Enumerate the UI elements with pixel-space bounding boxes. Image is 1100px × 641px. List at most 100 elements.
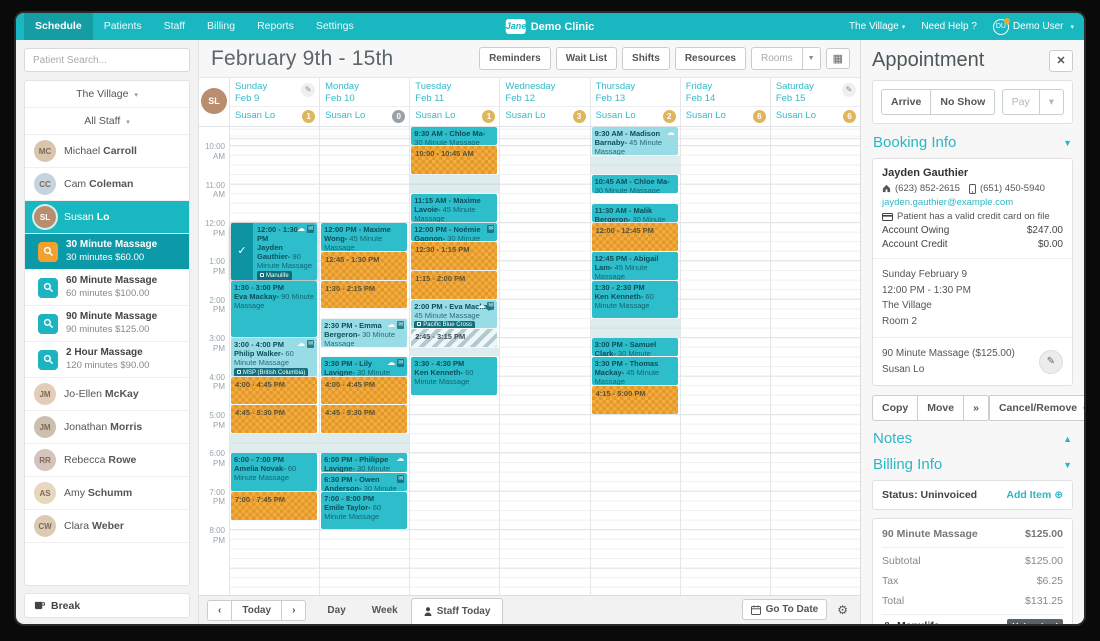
edit-treatment-button[interactable]: ✎ (1039, 349, 1063, 374)
sidebar-staff-michael-carroll[interactable]: MC Michael Carroll (25, 135, 189, 168)
sidebar-staff-clara-weber[interactable]: CW Clara Weber (25, 510, 189, 543)
move-button[interactable]: Move (918, 395, 965, 421)
toolbar-shifts-button[interactable]: Shifts (622, 47, 670, 70)
rooms-button[interactable]: Rooms (750, 47, 803, 70)
struck-time[interactable]: 2:45 - 3:15 PM (411, 328, 498, 347)
day-column-thursday[interactable]: 9:30 AM - Madison Barnaby- 45 Minute Mas… (589, 127, 680, 595)
cancel-remove-button[interactable]: Cancel/Remove ▾ (988, 395, 1084, 421)
no-show-button[interactable]: No Show (931, 89, 996, 115)
blocked-time[interactable]: 4:45 - 5:30 PM (231, 405, 318, 434)
prev-week-button[interactable]: ‹ (207, 600, 233, 621)
billing-info-section-header[interactable]: Billing Info ▼ (873, 456, 1072, 473)
toolbar-wait-list-button[interactable]: Wait List (555, 47, 618, 70)
blocked-time[interactable]: 12:45 - 1:30 PM (321, 251, 408, 280)
blocked-time[interactable]: 12:00 - 12:45 PM (591, 223, 678, 251)
day-column-tuesday[interactable]: 9:30 AM - Chloe Ma- 30 Minute Massage 10:… (409, 127, 500, 595)
sidebar-staff-susan-lo[interactable]: SL Susan Lo (25, 201, 189, 234)
day-column-friday[interactable] (679, 127, 770, 595)
toolbar-reminders-button[interactable]: Reminders (479, 47, 551, 70)
day-label[interactable]: Sunday Feb 9 ✎ (230, 78, 320, 107)
day-label[interactable]: Thursday Feb 13 (590, 78, 680, 107)
day-column-saturday[interactable] (769, 127, 860, 595)
edit-shift-icon[interactable]: ✎ (301, 83, 316, 97)
appointment-eva-mackay-[interactable]: 2:00 PM - Eva Mackay- 45 Minute MassageP… (411, 299, 498, 328)
today-button[interactable]: Today (232, 600, 283, 621)
appointment-abigail-lam-[interactable]: 12:45 PM - Abigail Lam- 45 Minute Massag… (591, 251, 678, 280)
blocked-time[interactable]: 4:15 - 5:00 PM (591, 386, 678, 414)
blocked-time[interactable]: 1:15 - 2:00 PM (411, 271, 498, 299)
appointment-amelia-novak-[interactable]: 6:00 - 7:00 PM Amelia Novak- 60 Minute M… (231, 453, 318, 491)
day-label[interactable]: Saturday Feb 15 ✎ (770, 78, 860, 107)
appointment-no-mie-gagnon-[interactable]: 12:00 PM - Noémie Gagnon- 30 Minute ✉ (411, 223, 498, 242)
day-label[interactable]: Monday Feb 10 (320, 78, 410, 107)
appointment-owen-anderson-[interactable]: 6:30 PM - Owen Anderson- 30 Minute Massa… (321, 472, 408, 491)
appointment-ken-kenneth-[interactable]: 1:30 - 2:30 PM Ken Kenneth- 60 Minute Ma… (591, 280, 678, 318)
pay-caret-button[interactable]: ▾ (1039, 89, 1064, 115)
blocked-time[interactable]: 4:00 - 4:45 PM (321, 376, 408, 405)
day-label[interactable]: Wednesday Feb 12 (500, 78, 590, 107)
appointment-maxime-lavoie-[interactable]: 11:15 AM - Maxime Lavoie- 45 Minute Mass… (411, 194, 498, 222)
sidebar-service-2-hour-massage[interactable]: 2 Hour Massage 120 minutes $90.00 (25, 342, 189, 378)
patient-email-link[interactable]: jayden.gauthier@example.com (882, 197, 1014, 208)
grid-view-button[interactable]: ▦ (825, 48, 850, 69)
day-column-wednesday[interactable] (499, 127, 590, 595)
appointment-philippe-lavigne-[interactable]: 6:00 PM - Philippe Lavigne- 30 Minute Ma… (321, 453, 408, 472)
appointment-jayden-gauthier-[interactable]: ✓ 12:00 - 1:30 PM Jayden Gauthier- 90 Min… (231, 223, 318, 280)
sidebar-staff-rebecca-rowe[interactable]: RR Rebecca Rowe (25, 444, 189, 477)
appointment-emile-taylor-[interactable]: 7:00 - 8:00 PM Emile Taylor- 60 Minute M… (321, 491, 408, 530)
copy-button[interactable]: Copy (872, 395, 919, 421)
next-week-button[interactable]: › (282, 600, 307, 621)
location-dropdown[interactable]: The Village ▾ (25, 81, 189, 108)
sidebar-staff-cam-coleman[interactable]: CC Cam Coleman (25, 168, 189, 201)
pay-button[interactable]: Pay (1001, 89, 1040, 115)
appointment-madison-barnaby-[interactable]: 9:30 AM - Madison Barnaby- 45 Minute Mas… (591, 127, 678, 155)
day-staff-monday[interactable]: Susan Lo 0 (320, 107, 409, 126)
day-column-monday[interactable]: 12:00 PM - Maxime Wong- 45 Minute Massag… (319, 127, 410, 595)
day-staff-wednesday[interactable]: Susan Lo 3 (500, 107, 589, 126)
sidebar-service-30-minute-massage[interactable]: 30 Minute Massage 30 minutes $60.00 (25, 234, 189, 270)
nav-schedule[interactable]: Schedule (24, 13, 93, 40)
blocked-time[interactable]: 1:30 - 2:15 PM (321, 280, 408, 309)
nav-patients[interactable]: Patients (103, 20, 142, 32)
add-item-link[interactable]: Add Item ⊕ (1006, 489, 1063, 501)
edit-shift-icon[interactable]: ✎ (842, 83, 856, 97)
blocked-time[interactable]: 4:45 - 5:30 PM (321, 405, 408, 434)
user-menu[interactable]: DU Demo User ▾ (992, 17, 1074, 35)
appointment-chloe-ma-[interactable]: 9:30 AM - Chloe Ma- 30 Minute Massage (411, 127, 498, 146)
appointment-samuel-clark-[interactable]: 3:00 PM - Samuel Clark- 30 Minute (591, 338, 678, 357)
nav-reports[interactable]: Reports (257, 20, 294, 32)
nav-staff[interactable]: Staff (163, 20, 186, 32)
blocked-time[interactable]: 12:30 - 1:15 PM (411, 242, 498, 270)
arrive-button[interactable]: Arrive (881, 89, 932, 115)
tab-day[interactable]: Day (327, 605, 346, 616)
toolbar-resources-button[interactable]: Resources (674, 47, 746, 70)
appointment-eva-mackay-[interactable]: 1:30 - 3:00 PM Eva Mackay- 90 Minute Mas… (231, 280, 318, 338)
break-button[interactable]: Break (24, 593, 190, 618)
sidebar-service-90-minute-massage[interactable]: 90 Minute Massage 90 minutes $125.00 (25, 306, 189, 342)
more-actions-button[interactable]: » (964, 395, 989, 421)
nav-settings[interactable]: Settings (315, 20, 354, 32)
appointment-emma-bergeron-[interactable]: 2:30 PM - Emma Bergeron- 30 Minute Massa… (321, 319, 408, 347)
day-staff-thursday[interactable]: Susan Lo 2 (591, 107, 680, 126)
appointment-maxime-wong-[interactable]: 12:00 PM - Maxime Wong- 45 Minute Massag… (321, 223, 408, 251)
sidebar-service-60-minute-massage[interactable]: 60 Minute Massage 60 minutes $100.00 (25, 270, 189, 306)
appointment-chloe-ma-[interactable]: 10:45 AM - Chloe Ma- 30 Minute Massage (591, 175, 678, 194)
sidebar-staff-jonathan-morris[interactable]: JM Jonathan Morris (25, 411, 189, 444)
go-to-date-button[interactable]: Go To Date (741, 599, 828, 620)
settings-gear-button[interactable]: ⚙ (833, 600, 852, 619)
day-staff-tuesday[interactable]: Susan Lo 1 (410, 107, 499, 126)
close-panel-button[interactable]: ✕ (1049, 49, 1073, 72)
appointment-lily-lavigne-[interactable]: 3:30 PM - Lily Lavigne- 30 Minute Massag… (321, 357, 408, 376)
tab-staff-today[interactable]: Staff Today (410, 598, 504, 624)
booking-info-section-header[interactable]: Booking Info ▼ (873, 134, 1072, 151)
day-label[interactable]: Friday Feb 14 (680, 78, 770, 107)
tab-week[interactable]: Week (371, 605, 398, 616)
day-staff-sunday[interactable]: Susan Lo 1 (230, 107, 319, 126)
day-label[interactable]: Tuesday Feb 11 (410, 78, 500, 107)
location-menu[interactable]: The Village ▾ (848, 21, 906, 32)
day-column-sunday[interactable]: ✓ 12:00 - 1:30 PM Jayden Gauthier- 90 Min… (229, 127, 320, 595)
blocked-time[interactable]: 7:00 - 7:45 PM (231, 491, 318, 520)
blocked-time[interactable]: 10:00 - 10:45 AM (411, 146, 498, 174)
appointment-philip-walker-[interactable]: 3:00 - 4:00 PM Philip Walker- 60 Minute … (231, 338, 318, 376)
appointment-ken-kenneth-[interactable]: 3:30 - 4:30 PM Ken Kenneth- 60 Minute Ma… (411, 357, 498, 395)
